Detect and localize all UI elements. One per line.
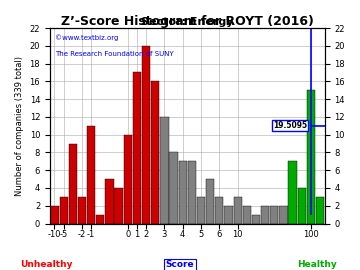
Text: Sector: Energy: Sector: Energy <box>141 17 234 27</box>
Bar <box>114 188 123 224</box>
Text: Score: Score <box>166 260 194 269</box>
Bar <box>151 81 159 224</box>
Bar <box>179 161 187 224</box>
Bar <box>270 206 278 224</box>
Bar <box>252 215 260 224</box>
Bar <box>142 46 150 224</box>
Bar <box>170 153 178 224</box>
Bar <box>279 206 288 224</box>
Bar <box>261 206 269 224</box>
Bar <box>243 206 251 224</box>
Text: The Research Foundation of SUNY: The Research Foundation of SUNY <box>55 52 174 58</box>
Bar <box>59 197 68 224</box>
Bar <box>78 197 86 224</box>
Bar <box>307 90 315 224</box>
Bar <box>133 72 141 224</box>
Bar <box>288 161 297 224</box>
Bar <box>224 206 233 224</box>
Text: ©www.textbiz.org: ©www.textbiz.org <box>55 34 119 40</box>
Bar <box>50 206 59 224</box>
Bar <box>96 215 104 224</box>
Bar <box>197 197 205 224</box>
Bar <box>69 144 77 224</box>
Bar <box>123 135 132 224</box>
Bar <box>298 188 306 224</box>
Bar <box>215 197 224 224</box>
Bar <box>105 179 113 224</box>
Bar <box>87 126 95 224</box>
Bar <box>160 117 168 224</box>
Bar <box>316 197 324 224</box>
Text: 19.5095: 19.5095 <box>273 121 307 130</box>
Text: Healthy: Healthy <box>297 260 337 269</box>
Text: Unhealthy: Unhealthy <box>21 260 73 269</box>
Y-axis label: Number of companies (339 total): Number of companies (339 total) <box>15 56 24 196</box>
Bar <box>188 161 196 224</box>
Bar <box>234 197 242 224</box>
Bar <box>206 179 214 224</box>
Title: Z’-Score Histogram for ROYT (2016): Z’-Score Histogram for ROYT (2016) <box>61 15 314 28</box>
